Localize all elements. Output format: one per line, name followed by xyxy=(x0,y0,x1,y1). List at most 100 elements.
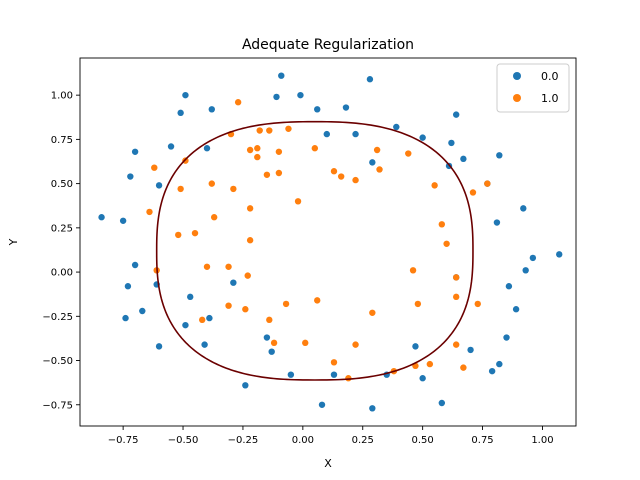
legend-marker xyxy=(513,72,521,80)
data-point xyxy=(242,306,249,313)
data-point xyxy=(242,382,249,389)
data-point xyxy=(203,263,211,270)
decision-boundary xyxy=(155,120,474,381)
data-point xyxy=(199,316,206,324)
data-point xyxy=(467,346,474,354)
data-point xyxy=(323,130,330,138)
data-point xyxy=(452,341,460,348)
series-0.0 xyxy=(98,72,563,412)
data-point xyxy=(167,143,175,150)
data-point xyxy=(496,152,503,159)
y-tick-label: −0.75 xyxy=(42,400,73,411)
data-point xyxy=(412,343,419,350)
data-point xyxy=(275,148,283,155)
data-point xyxy=(127,173,134,180)
x-tick-label: −0.75 xyxy=(108,435,139,446)
data-point xyxy=(266,316,273,324)
data-point xyxy=(122,314,129,322)
data-point xyxy=(201,341,208,348)
data-point xyxy=(419,134,426,141)
y-tick-label: 0.00 xyxy=(51,268,73,279)
x-tick-label: 0.00 xyxy=(292,435,314,446)
y-tick-label: 0.75 xyxy=(51,135,73,146)
x-tick-label: −0.50 xyxy=(168,435,199,446)
data-point xyxy=(556,251,563,258)
data-point xyxy=(493,219,501,226)
data-point xyxy=(182,321,189,329)
data-point xyxy=(139,307,146,315)
chart-title: Adequate Regularization xyxy=(242,37,414,53)
y-tick-label: −0.50 xyxy=(42,356,73,367)
data-point xyxy=(505,283,513,290)
data-point xyxy=(263,171,271,178)
data-point xyxy=(474,300,481,308)
data-point xyxy=(297,91,304,99)
data-point xyxy=(318,401,326,408)
data-point xyxy=(342,104,350,111)
data-point xyxy=(256,127,263,134)
data-point xyxy=(452,111,460,118)
data-point xyxy=(529,254,537,262)
data-point xyxy=(287,371,295,378)
data-point xyxy=(419,375,426,382)
data-point xyxy=(206,314,213,322)
data-point xyxy=(246,146,254,154)
data-point xyxy=(460,155,467,163)
data-point xyxy=(438,399,446,407)
data-point xyxy=(131,261,139,269)
data-point xyxy=(330,371,338,378)
data-point xyxy=(191,229,199,237)
data-point xyxy=(452,274,460,281)
data-point xyxy=(273,93,280,101)
y-tick-label: −0.25 xyxy=(42,312,73,323)
x-axis-ticks: −0.75 −0.50 −0.25 0.00 0.25 0.50 0.75 1.00 xyxy=(108,426,554,446)
data-point xyxy=(330,359,338,366)
y-tick-label: 1.00 xyxy=(51,91,73,102)
data-point xyxy=(431,182,438,189)
data-point xyxy=(182,91,189,99)
data-point xyxy=(210,214,218,221)
x-tick-label: 0.50 xyxy=(412,435,434,446)
plot-area xyxy=(79,57,577,427)
data-point xyxy=(98,214,105,221)
data-point xyxy=(405,150,412,157)
data-point xyxy=(469,189,477,196)
legend-marker xyxy=(513,94,521,102)
data-point xyxy=(175,231,182,239)
data-point xyxy=(285,125,292,132)
data-point xyxy=(409,267,417,274)
data-point xyxy=(330,168,338,175)
data-point xyxy=(448,139,455,147)
data-point xyxy=(369,405,376,412)
data-point xyxy=(119,217,127,224)
data-point xyxy=(452,293,460,301)
data-point xyxy=(268,348,275,355)
data-point xyxy=(282,300,290,308)
data-point xyxy=(414,300,422,308)
data-point xyxy=(488,367,496,375)
data-point xyxy=(484,180,491,187)
data-point xyxy=(278,72,285,79)
data-point xyxy=(208,180,215,187)
data-point xyxy=(294,198,302,205)
data-point xyxy=(393,123,400,131)
data-point xyxy=(352,130,359,138)
x-tick-label: 0.75 xyxy=(471,435,493,446)
data-point xyxy=(230,185,237,193)
data-point xyxy=(460,364,467,371)
data-point xyxy=(522,267,529,274)
data-point xyxy=(376,166,383,173)
series-1.0 xyxy=(146,99,491,382)
data-point xyxy=(369,309,376,316)
legend: 0.0 1.0 xyxy=(496,63,570,113)
data-point xyxy=(314,106,321,113)
data-point xyxy=(246,237,254,244)
data-point xyxy=(234,99,242,106)
data-point xyxy=(443,240,450,247)
x-tick-label: −0.25 xyxy=(228,435,259,446)
data-point xyxy=(369,159,376,166)
data-point xyxy=(225,263,232,270)
data-point xyxy=(225,302,232,309)
data-point xyxy=(208,106,215,113)
y-tick-label: 0.50 xyxy=(51,179,73,190)
